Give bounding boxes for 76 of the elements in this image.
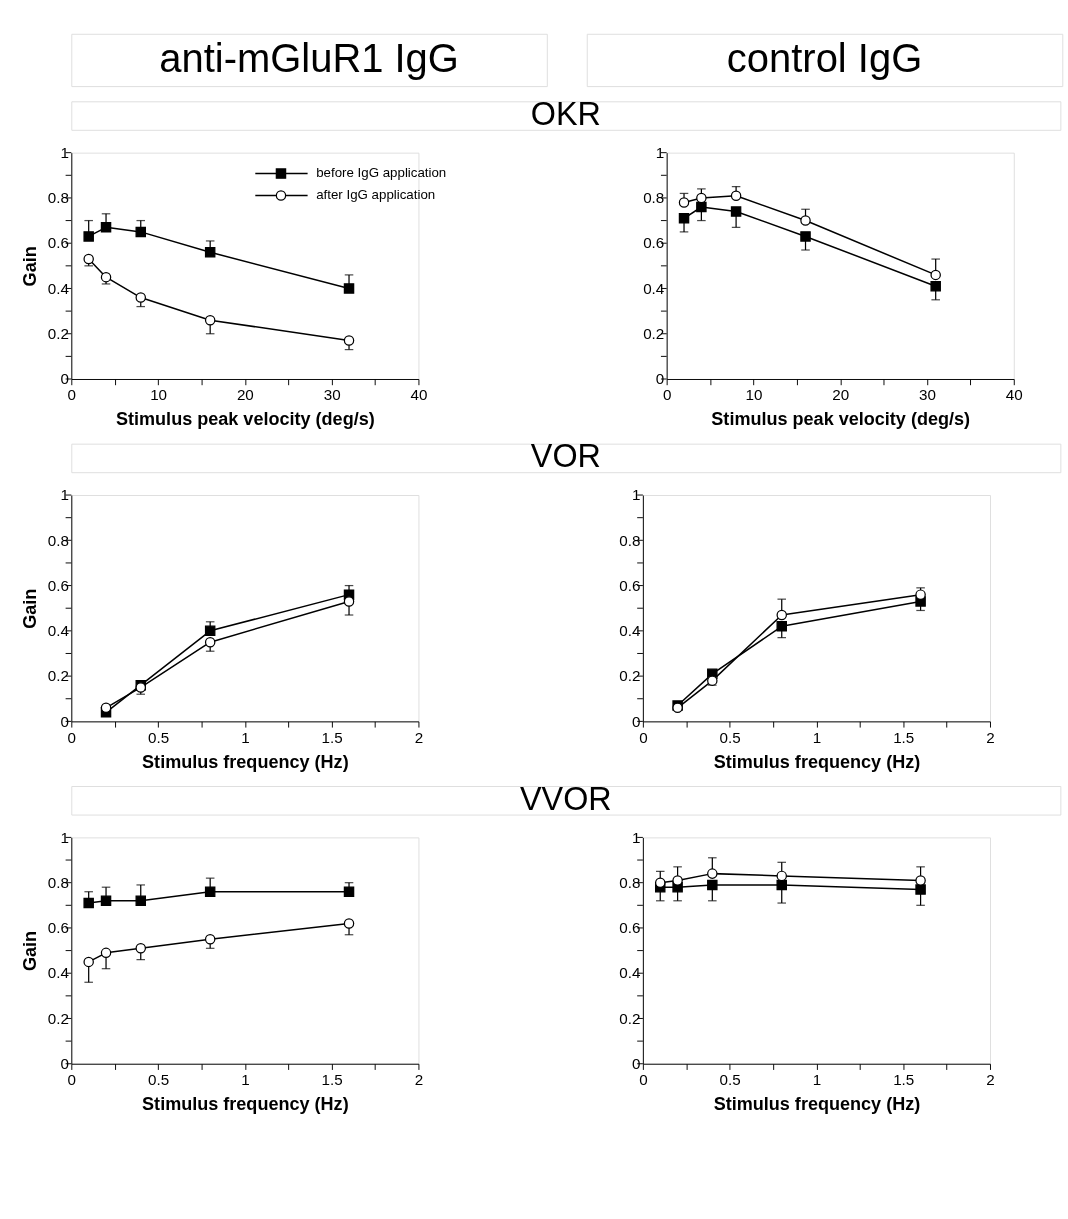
y-axis-title: Gain xyxy=(20,588,41,629)
y-tick-label: 0 xyxy=(632,1054,641,1072)
y-tick-label: 0.4 xyxy=(619,622,642,640)
x-tick-label: 1 xyxy=(812,728,822,746)
y-tick-label: 0 xyxy=(60,370,69,388)
y-tick-label: 0.2 xyxy=(47,324,69,342)
y-tick-label: 0.8 xyxy=(47,189,69,207)
x-axis-title: Stimulus frequency (Hz) xyxy=(713,1093,921,1114)
y-tick-label: 1 xyxy=(632,828,641,846)
y-tick-label: 0.4 xyxy=(47,964,70,982)
x-tick-label: 0.5 xyxy=(719,1071,741,1089)
y-tick-label: 0.6 xyxy=(47,919,69,937)
y-tick-label: 1 xyxy=(60,828,69,846)
x-tick-label: 2 xyxy=(986,1071,995,1089)
y-tick-label: 0.8 xyxy=(47,531,69,549)
legend-label: before IgG application xyxy=(316,165,447,181)
x-tick-label: 10 xyxy=(745,386,763,404)
x-tick-label: 2 xyxy=(986,728,995,746)
x-tick-label: 30 xyxy=(323,386,341,404)
x-axis-title: Stimulus peak velocity (deg/s) xyxy=(115,409,375,430)
y-tick-label: 0 xyxy=(632,712,641,730)
x-tick-label: 40 xyxy=(1005,386,1023,404)
y-tick-label: 0.8 xyxy=(619,531,641,549)
x-tick-label: 40 xyxy=(410,386,428,404)
x-tick-label: 2 xyxy=(414,1071,424,1089)
chart-subtitle: VVOR xyxy=(520,780,612,817)
chart-subtitle: VOR xyxy=(530,438,601,475)
x-tick-label: 0.5 xyxy=(148,1071,170,1089)
y-tick-label: 0.2 xyxy=(619,1009,641,1027)
y-tick-label: 0.6 xyxy=(47,234,69,252)
chart-subtitle: OKR xyxy=(530,96,601,133)
y-tick-label: 0.6 xyxy=(47,576,69,594)
y-tick-label: 1 xyxy=(632,486,641,504)
y-tick-label: 0.2 xyxy=(619,667,641,685)
y-tick-label: 1 xyxy=(60,143,69,161)
x-tick-label: 1.5 xyxy=(321,1071,343,1089)
x-tick-label: 0.5 xyxy=(148,728,170,746)
y-tick-label: 0.6 xyxy=(619,919,641,937)
x-tick-label: 30 xyxy=(919,386,936,404)
y-tick-label: 1 xyxy=(60,486,69,504)
y-tick-label: 0 xyxy=(655,370,665,388)
y-tick-label: 0.4 xyxy=(643,279,665,297)
y-tick-label: 1 xyxy=(655,143,665,161)
y-tick-label: 0 xyxy=(60,1054,69,1072)
y-tick-label: 0.4 xyxy=(47,279,70,297)
y-tick-label: 0 xyxy=(60,712,69,730)
y-axis-title: Gain xyxy=(20,930,41,972)
x-tick-label: 20 xyxy=(236,386,254,404)
x-axis-title: Stimulus peak velocity (deg/s) xyxy=(711,409,971,430)
chart-title: control IgG xyxy=(726,36,923,81)
y-tick-label: 0.4 xyxy=(47,622,70,640)
y-tick-label: 0.6 xyxy=(643,234,665,252)
x-tick-label: 1.5 xyxy=(893,728,915,746)
chart-title: anti-mGluR1 IgG xyxy=(159,36,459,81)
x-axis-title: Stimulus frequency (Hz) xyxy=(142,1093,349,1114)
legend-label: after IgG application xyxy=(316,187,436,203)
x-tick-label: 1.5 xyxy=(893,1071,915,1089)
y-tick-label: 0.8 xyxy=(619,873,641,891)
x-axis-title: Stimulus frequency (Hz) xyxy=(713,751,921,772)
y-tick-label: 0.8 xyxy=(643,189,665,207)
x-tick-label: 1 xyxy=(241,728,250,746)
y-axis-title: Gain xyxy=(20,246,41,287)
y-tick-label: 0.2 xyxy=(47,1009,69,1027)
x-tick-label: 20 xyxy=(832,386,850,404)
x-tick-label: 1.5 xyxy=(321,728,343,746)
y-tick-label: 0.2 xyxy=(47,667,69,685)
x-tick-label: 10 xyxy=(150,386,168,404)
x-tick-label: 1 xyxy=(241,1071,250,1089)
x-axis-title: Stimulus frequency (Hz) xyxy=(142,751,349,772)
y-tick-label: 0.8 xyxy=(47,873,69,891)
y-tick-label: 0.4 xyxy=(619,964,642,982)
x-tick-label: 0.5 xyxy=(719,728,741,746)
y-tick-label: 0.2 xyxy=(643,324,665,342)
y-tick-label: 0.6 xyxy=(619,576,641,594)
x-tick-label: 1 xyxy=(812,1071,822,1089)
x-tick-label: 2 xyxy=(414,728,424,746)
